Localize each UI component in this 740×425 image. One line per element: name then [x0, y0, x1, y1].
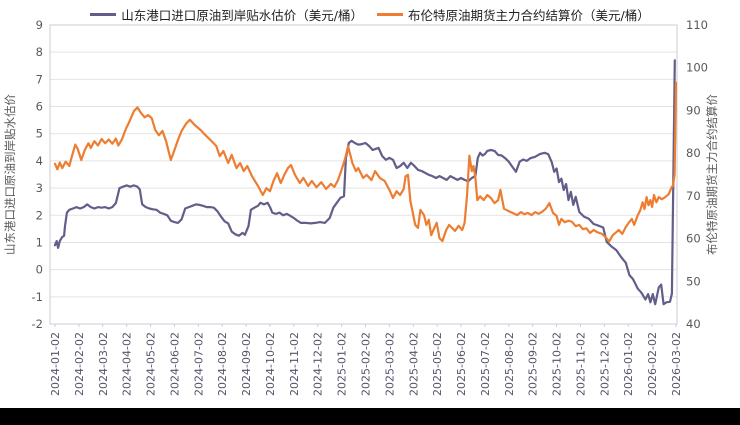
left-axis-tick-label: -1 [32, 290, 43, 304]
x-axis-tick-label: 2025-03-02 [383, 332, 396, 396]
series-line-discount [53, 59, 676, 306]
x-axis-tick-label: 2025-04-02 [407, 332, 420, 396]
x-axis-tick-label: 2025-06-02 [455, 332, 468, 396]
right-axis-tick-label: 110 [686, 18, 708, 32]
series-line-brent [53, 81, 678, 243]
right-axis-tick-label: 90 [686, 103, 701, 117]
left-axis-tick-label: 2 [36, 208, 43, 222]
left-axis-tick-label: 1 [36, 235, 43, 249]
x-axis-tick-label: 2024-05-02 [145, 332, 158, 396]
x-axis-tick-label: 2025-12-02 [598, 332, 611, 396]
left-axis-tick-label: 7 [36, 72, 43, 86]
x-axis-tick-label: 2024-07-02 [192, 332, 205, 396]
right-axis-tick-label: 60 [686, 232, 701, 246]
right-axis-tick-label: 50 [686, 274, 701, 288]
plot-border [49, 24, 678, 325]
x-axis-tick-label: 2026-01-02 [622, 332, 635, 396]
x-axis-tick-label: 2025-08-02 [503, 332, 516, 396]
legend-label-brent: 布伦特原油期货主力合约结算价（美元/桶） [408, 7, 650, 23]
x-axis-tick-label: 2024-08-02 [216, 332, 229, 396]
x-axis-tick-label: 2025-07-02 [479, 332, 492, 396]
x-axis-tick-label: 2026-03-02 [670, 332, 683, 396]
x-axis-tick-label: 2024-04-02 [121, 332, 134, 396]
x-axis-tick-label: 2024-09-02 [240, 332, 253, 396]
discount-line-swatch [90, 12, 117, 16]
right-axis-tick-label: 100 [686, 61, 708, 75]
chart-legend: 山东港口进口原油到岸贴水估价（美元/桶） 布伦特原油期货主力合约结算价（美元/桶… [0, 4, 740, 24]
left-axis-tick-label: 3 [36, 181, 43, 195]
x-axis-tick-label: 2025-05-02 [431, 332, 444, 396]
legend-item-discount: 山东港口进口原油到岸贴水估价（美元/桶） [90, 5, 363, 24]
bottom-black-bar [0, 408, 740, 425]
x-axis-tick-label: 2024-12-02 [312, 332, 325, 396]
right-axis-tick-label: 80 [686, 146, 701, 160]
legend-item-brent: 布伦特原油期货主力合约结算价（美元/桶） [377, 5, 650, 24]
legend-label-discount: 山东港口进口原油到岸贴水估价（美元/桶） [121, 7, 363, 23]
x-axis-tick-label: 2025-11-02 [574, 332, 587, 396]
right-axis-tick-label: 70 [686, 189, 701, 203]
x-axis-tick-label: 2025-01-02 [336, 332, 349, 396]
right-axis-title: 布伦特原油期货主力合约结算价 [705, 94, 719, 255]
left-axis-tick-label: 9 [36, 18, 43, 32]
left-axis-tick-label: 6 [36, 100, 43, 114]
x-axis-tick-label: 2024-03-02 [97, 332, 110, 396]
x-axis-tick-label: 2025-02-02 [360, 332, 373, 396]
left-axis-tick-label: 0 [36, 263, 43, 277]
right-axis-tick-label: 40 [686, 317, 701, 331]
x-axis-tick-label: 2024-01-02 [49, 332, 62, 396]
left-axis-tick-label: 5 [36, 127, 43, 141]
x-axis-tick-label: 2024-11-02 [288, 332, 301, 396]
brent-line-swatch [377, 12, 403, 16]
x-axis-tick-label: 2026-02-02 [646, 332, 659, 396]
left-axis-tick-label: 8 [36, 45, 43, 59]
x-axis-tick-label: 2024-02-02 [73, 332, 86, 396]
x-axis-tick-label: 2024-06-02 [168, 332, 181, 396]
x-axis-tick-label: 2024-10-02 [264, 332, 277, 396]
left-axis-tick-label: 4 [36, 154, 43, 168]
left-axis-tick-label: -2 [32, 317, 43, 331]
left-axis-title: 山东港口进口原油到岸贴水估价 [3, 94, 17, 255]
x-axis-tick-label: 2025-10-02 [551, 332, 564, 396]
x-axis-tick-label: 2025-09-02 [527, 332, 540, 396]
